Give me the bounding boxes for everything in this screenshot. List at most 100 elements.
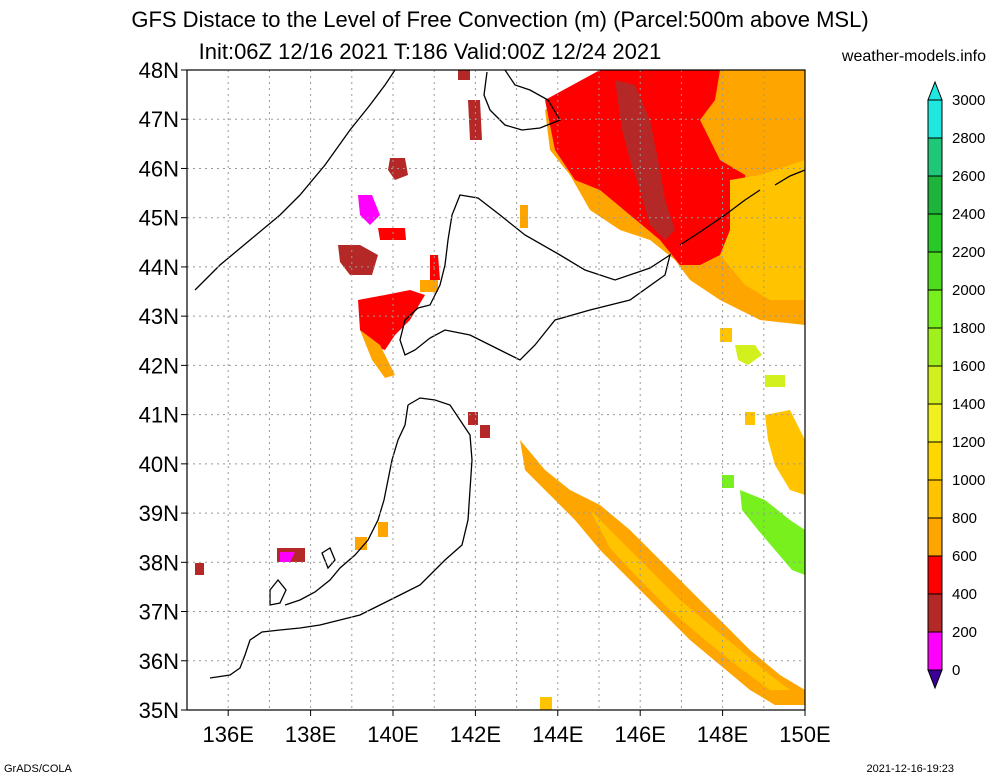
- lfc-region: [378, 522, 388, 537]
- coastline: [194, 69, 806, 679]
- coastline-sado: [321, 547, 336, 570]
- colorbar-swatch: [927, 631, 943, 671]
- longitude-label: 150E: [779, 722, 830, 747]
- colorbar-label: 1000: [952, 472, 985, 489]
- colorbar-label: 1200: [952, 434, 985, 451]
- latitude-label: 37N: [139, 600, 179, 625]
- colorbar-swatch: [927, 213, 943, 253]
- map-frame: [186, 69, 806, 711]
- latitude-label: 44N: [139, 255, 179, 280]
- coastline-kurils: [679, 169, 806, 246]
- longitude-label: 148E: [697, 722, 748, 747]
- latitude-label: 42N: [139, 353, 179, 378]
- colorbar-bottom-arrow: [927, 669, 943, 690]
- lfc-region: [358, 290, 425, 350]
- colorbar-label: 0: [952, 662, 960, 679]
- lfc-region: [765, 410, 805, 495]
- longitude-label: 140E: [367, 722, 418, 747]
- colorbar-swatch: [927, 175, 943, 215]
- colorbar-top-arrow: [927, 80, 943, 101]
- latitude-labels: 48N 47N 46N 45N 44N 43N 42N 41N 40N 39N 38N 37N 36N 3…: [139, 58, 187, 723]
- longitude-label: 146E: [615, 722, 666, 747]
- colorbar-label: 2200: [952, 244, 985, 261]
- latitude-label: 41N: [139, 403, 179, 428]
- latitude-label: 40N: [139, 452, 179, 477]
- lfc-region: [338, 245, 378, 275]
- lfc-region: [358, 195, 380, 225]
- lfc-region: [520, 440, 805, 705]
- longitude-labels: 136E 138E 140E 142E 144E 146E 148E 150E: [203, 710, 831, 747]
- lfc-region: [520, 205, 528, 228]
- latitude-label: 36N: [139, 649, 179, 674]
- colorbar-label: 400: [952, 586, 977, 603]
- colorbar-swatch: [927, 555, 943, 595]
- coastline-noto: [269, 578, 287, 606]
- lfc-region: [745, 412, 755, 425]
- coastline-mainland: [194, 69, 396, 291]
- colorbar-label: 2800: [952, 130, 985, 147]
- colorbar-label: 200: [952, 624, 977, 641]
- latitude-label: 46N: [139, 156, 179, 181]
- lfc-region: [280, 552, 295, 562]
- colorbar-swatch: [927, 365, 943, 405]
- colorbar-swatch: [927, 137, 943, 177]
- longitude-label: 142E: [450, 722, 501, 747]
- longitude-label: 138E: [285, 722, 336, 747]
- colorbar-swatch: [927, 289, 943, 329]
- colorbar-label: 2400: [952, 206, 985, 223]
- footer-software: GrADS/COLA: [4, 763, 72, 775]
- lfc-region: [720, 160, 805, 300]
- lfc-region: [355, 537, 367, 550]
- latitude-label: 48N: [139, 58, 179, 83]
- latitude-label: 35N: [139, 698, 179, 723]
- colorbar-label: 3000: [952, 92, 985, 109]
- colorbar-label: 2000: [952, 282, 985, 299]
- colorbar: 3000280026002400220020001800160014001200…: [927, 80, 985, 690]
- latitude-label: 39N: [139, 501, 179, 526]
- coastline-honshu: [209, 397, 473, 679]
- longitude-label: 136E: [203, 722, 254, 747]
- colorbar-label: 2600: [952, 168, 985, 185]
- colorbar-label: 1600: [952, 358, 985, 375]
- colorbar-swatch: [927, 593, 943, 633]
- lfc-region: [540, 697, 552, 710]
- lfc-field: [195, 70, 805, 710]
- footer-timestamp: 2021-12-16-19:23: [866, 763, 954, 775]
- lfc-region: [430, 255, 440, 280]
- latitude-label: 47N: [139, 107, 179, 132]
- colorbar-swatch: [927, 327, 943, 367]
- lfc-region: [468, 412, 478, 425]
- lfc-region: [388, 158, 408, 180]
- lfc-region: [740, 490, 805, 575]
- lfc-region: [378, 228, 406, 240]
- coastline-hokkaido: [399, 194, 672, 361]
- colorbar-label: 600: [952, 548, 977, 565]
- lfc-region: [480, 425, 490, 438]
- lfc-region: [458, 70, 470, 80]
- lfc-region: [360, 330, 395, 378]
- map-title: GFS Distace to the Level of Free Convect…: [131, 7, 869, 32]
- lfc-region: [735, 345, 762, 365]
- coastline-sakhalin: [483, 69, 561, 131]
- colorbar-swatch: [927, 479, 943, 519]
- colorbar-swatch: [927, 441, 943, 481]
- lfc-region: [722, 475, 734, 488]
- colorbar-swatch: [927, 517, 943, 557]
- graticule: [187, 70, 805, 710]
- latitude-label: 45N: [139, 206, 179, 231]
- colorbar-label: 800: [952, 510, 977, 527]
- lfc-region: [420, 280, 438, 292]
- colorbar-swatch: [927, 403, 943, 443]
- credit-text: weather-models.info: [841, 48, 986, 65]
- latitude-label: 43N: [139, 304, 179, 329]
- colorbar-label: 1800: [952, 320, 985, 337]
- colorbar-swatch: [927, 251, 943, 291]
- colorbar-swatch: [927, 99, 943, 139]
- lfc-region: [765, 375, 785, 387]
- lfc-region: [720, 328, 732, 342]
- colorbar-label: 1400: [952, 396, 985, 413]
- lfc-region: [195, 563, 204, 575]
- latitude-label: 38N: [139, 550, 179, 575]
- longitude-label: 144E: [532, 722, 583, 747]
